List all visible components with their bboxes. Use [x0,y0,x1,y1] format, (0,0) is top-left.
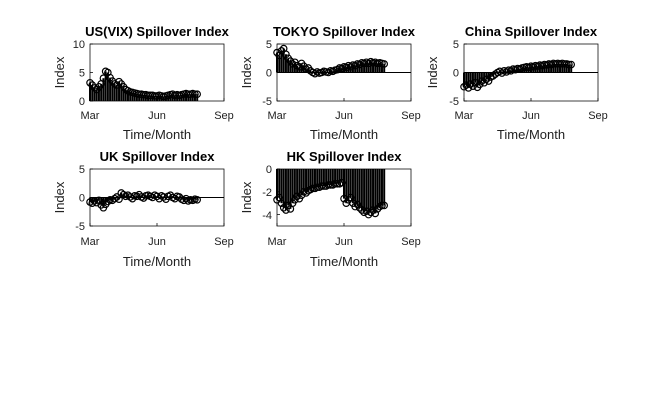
panel-china-ytick-bottom: -5 [449,96,459,108]
panel-vix-ytick-mid: 5 [79,68,85,80]
panel-china-ytick-mid: 0 [453,68,459,80]
uk-data-point [159,193,168,201]
panel-uk-xlabel: Time/Month [123,254,191,269]
panel-tokyo-title: TOKYO Spillover Index [273,24,416,39]
panel-vix-ylabel: Index [52,56,67,88]
panel-vix: US(VIX) Spillover Index Index Time/Month… [52,24,234,142]
panel-uk-xtick-mar: Mar [81,236,100,248]
panel-uk-ytick-mid: 0 [79,193,85,205]
panel-hk-title: HK Spillover Index [287,149,403,164]
hk-data-point [351,202,359,211]
panel-uk-ytick-top: 5 [79,164,85,176]
panel-hk-ytick-bottom: -4 [262,210,272,222]
uk-data-point [110,194,119,203]
uk-data-point [193,195,202,204]
panel-china: China Spillover Index Index Time/Month M… [425,24,608,142]
panel-hk-xtick-sep: Sep [401,236,421,248]
panel-uk-xtick-sep: Sep [214,236,234,248]
panel-uk-ylabel: Index [52,181,67,213]
uk-data-point [92,198,101,207]
panel-hk-ylabel: Index [239,181,254,213]
panel-hk: HK Spillover Index Index Time/Month Mar … [239,149,421,269]
china-data-point [460,82,468,91]
panel-tokyo-ytick-top: 5 [266,39,272,51]
panel-hk-xtick-mar: Mar [268,236,287,248]
panel-vix-xtick-mar: Mar [81,110,100,122]
tokyo-data-point [282,50,290,59]
panel-tokyo: TOKYO Spillover Index Index Time/Month M… [239,24,421,142]
panel-tokyo-ytick-bottom: -5 [262,96,272,108]
panel-hk-xtick-jun: Jun [335,236,353,248]
panel-vix-ytick-top: 10 [73,39,85,51]
panel-tokyo-xtick-mar: Mar [268,110,287,122]
panel-uk-title: UK Spillover Index [100,149,216,164]
vix-data-point [90,84,99,92]
panel-china-ylabel: Index [425,56,440,88]
panel-china-xlabel: Time/Month [497,127,565,142]
uk-data-point [119,190,128,199]
hk-data-point [380,201,389,210]
panel-hk-ytick-mid: -2 [262,187,272,199]
panel-hk-xlabel: Time/Month [310,254,378,269]
panel-hk-ytick-top: 0 [266,164,272,176]
tokyo-data-point [380,60,389,68]
panel-china-xtick-sep: Sep [588,110,608,122]
china-data-point [567,60,576,69]
panel-uk: UK Spillover Index Index Time/Month Mar … [52,149,234,269]
panel-tokyo-xtick-sep: Sep [401,110,421,122]
panel-uk-ytick-bottom: -5 [75,221,85,233]
china-data-point [464,84,473,92]
panel-vix-ytick-bottom: 0 [79,96,85,108]
panel-vix-xtick-jun: Jun [148,110,166,122]
panel-china-title: China Spillover Index [465,24,598,39]
panel-uk-xtick-jun: Jun [148,236,166,248]
panel-tokyo-xlabel: Time/Month [310,127,378,142]
china-data-point [498,69,506,77]
panel-china-ytick-top: 5 [453,39,459,51]
panel-vix-xtick-sep: Sep [214,110,234,122]
panel-china-xtick-jun: Jun [522,110,540,122]
hk-data-point [371,209,380,218]
panel-china-xtick-mar: Mar [455,110,474,122]
panel-tokyo-xtick-jun: Jun [335,110,353,122]
uk-data-point [104,197,112,206]
panel-vix-xlabel: Time/Month [123,127,191,142]
hk-data-point [282,206,290,214]
uk-data-point [113,193,121,201]
panel-vix-title: US(VIX) Spillover Index [85,24,230,39]
uk-data-point [88,199,97,208]
vix-data-point [86,78,94,87]
vix-data-point [193,90,202,98]
hk-data-point [366,208,375,217]
vix-data-point [115,77,123,86]
china-data-point [484,77,493,85]
panel-tokyo-ylabel: Index [239,56,254,88]
panel-tokyo-ytick-mid: 0 [266,68,272,80]
